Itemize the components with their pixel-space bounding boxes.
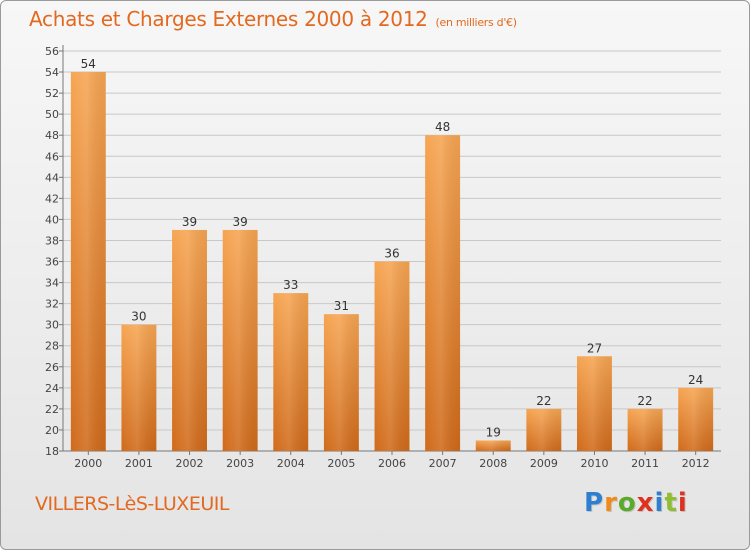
- data-label: 36: [384, 247, 399, 261]
- y-tick-label: 50: [45, 108, 59, 121]
- bar-shine: [323, 314, 359, 451]
- data-label: 22: [637, 394, 652, 408]
- y-tick-label: 28: [45, 340, 59, 353]
- x-tick-label: 2002: [176, 457, 204, 470]
- bar-shine: [526, 408, 562, 451]
- y-tick-label: 52: [45, 87, 59, 100]
- x-tick-label: 2003: [226, 457, 254, 470]
- y-tick-label: 36: [45, 256, 59, 269]
- bar-shine: [475, 440, 511, 451]
- y-tick-label: 54: [45, 66, 59, 79]
- bar-shine: [576, 356, 612, 451]
- y-tick-label: 18: [45, 445, 59, 458]
- y-tick-label: 48: [45, 129, 59, 142]
- data-label: 48: [435, 120, 450, 134]
- bar-shine: [678, 387, 714, 451]
- data-labels: 54 30 39 39 33 31 36 48 19 22 27 22 24: [81, 57, 704, 439]
- logo-letter: x: [636, 488, 655, 518]
- bar-shine: [121, 324, 157, 451]
- chart-subtitle: (en milliers d'€): [435, 16, 517, 29]
- logo-letter: i: [677, 488, 688, 518]
- data-label: 22: [536, 394, 551, 408]
- bars: [70, 72, 714, 452]
- y-tick-label: 44: [45, 171, 59, 184]
- y-tick-labels: 18 20 22 24 26 28 30 32 34 36 38 40 42 44 46 48 50 52 54 56: [45, 45, 63, 458]
- y-tick-label: 38: [45, 234, 59, 247]
- logo-letter: i: [654, 488, 665, 518]
- bar-shine: [222, 229, 258, 451]
- y-tick-label: 42: [45, 192, 59, 205]
- logo-letter: r: [604, 488, 618, 518]
- data-label: 39: [182, 215, 197, 229]
- y-tick-label: 26: [45, 361, 59, 374]
- data-label: 54: [81, 57, 96, 71]
- x-tick-label: 2008: [479, 457, 507, 470]
- bar-shine: [172, 229, 208, 451]
- y-tick-label: 22: [45, 403, 59, 416]
- data-label: 24: [688, 373, 703, 387]
- logo-letter: P: [584, 488, 605, 518]
- chart-title: Achats et Charges Externes 2000 à 2012 (e…: [29, 7, 517, 31]
- commune-name: VILLERS-LèS-LUXEUIL: [35, 493, 229, 515]
- data-label: 27: [587, 341, 602, 355]
- bar-shine: [374, 261, 410, 451]
- bar-shine: [273, 293, 309, 451]
- y-tick-label: 46: [45, 150, 59, 163]
- x-tick-label: 2005: [327, 457, 355, 470]
- y-tick-label: 32: [45, 298, 59, 311]
- y-tick-label: 40: [45, 213, 59, 226]
- chart-title-text: Achats et Charges Externes 2000 à 2012: [29, 7, 428, 31]
- y-tick-label: 34: [45, 277, 59, 290]
- y-tick-label: 56: [45, 45, 59, 58]
- x-tick-label: 2010: [580, 457, 608, 470]
- y-tick-label: 20: [45, 424, 59, 437]
- x-tick-label: 2011: [631, 457, 659, 470]
- data-label: 19: [486, 425, 501, 439]
- data-label: 33: [283, 278, 298, 292]
- data-label: 31: [334, 299, 349, 313]
- y-tick-label: 24: [45, 382, 59, 395]
- logo-letter: t: [664, 488, 678, 518]
- y-tick-label: 30: [45, 319, 59, 332]
- proxiti-logo: Proxiti: [584, 488, 688, 518]
- x-tick-labels: 2000 2001 2002 2003 2004 2005 2006 2007 2008 2009…: [74, 451, 710, 470]
- data-label: 30: [131, 310, 146, 324]
- x-tick-label: 2007: [429, 457, 457, 470]
- bar-shine: [425, 135, 461, 452]
- logo-letter: o: [617, 488, 637, 518]
- x-tick-label: 2006: [378, 457, 406, 470]
- x-tick-label: 2000: [74, 457, 102, 470]
- data-label: 39: [233, 215, 248, 229]
- x-tick-label: 2009: [530, 457, 558, 470]
- bar-shine: [627, 408, 663, 451]
- x-tick-label: 2012: [682, 457, 710, 470]
- x-tick-label: 2004: [277, 457, 305, 470]
- x-tick-label: 2001: [125, 457, 153, 470]
- bar-shine: [70, 72, 106, 451]
